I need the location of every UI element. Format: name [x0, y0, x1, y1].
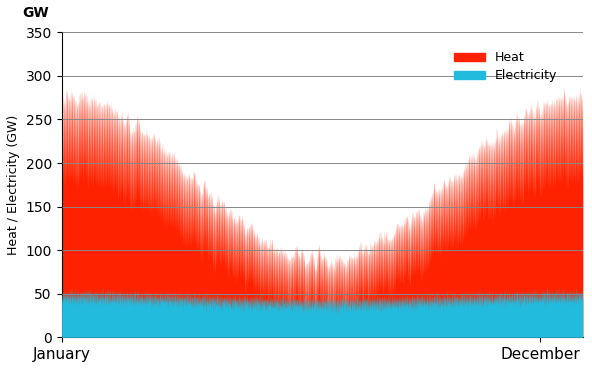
- Text: GW: GW: [22, 6, 49, 20]
- Y-axis label: Heat / Electricity (GW): Heat / Electricity (GW): [7, 115, 20, 255]
- Legend: Heat, Electricity: Heat, Electricity: [450, 48, 561, 86]
